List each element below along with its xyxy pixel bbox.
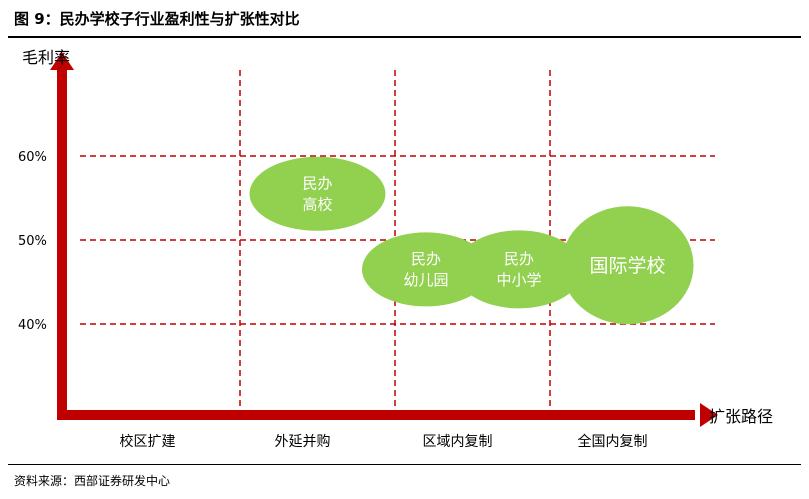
chart-title: 图 9：民办学校子行业盈利性与扩张性对比 <box>14 10 300 28</box>
bubble-label: 国际学校 <box>589 255 665 277</box>
title-divider <box>8 36 801 38</box>
bubble-label: 民办 <box>302 175 332 193</box>
y-tick-label: 40% <box>18 318 47 333</box>
y-tick-labels: 60% 50% 40% <box>18 150 47 333</box>
y-axis-arrow <box>50 52 74 70</box>
bubble <box>561 206 694 325</box>
y-axis-label: 毛利率 <box>22 48 70 67</box>
x-tick-label: 校区扩建 <box>120 433 176 450</box>
x-tick-label: 全国内复制 <box>578 433 648 450</box>
x-tick-label: 外延并购 <box>275 434 331 450</box>
y-tick-label: 50% <box>18 234 47 249</box>
bubble-label: 民办 <box>504 250 534 268</box>
bubble-label: 民办 <box>411 250 441 268</box>
x-tick-label: 区域内复制 <box>423 433 493 450</box>
x-axis-label: 扩张路径 <box>709 407 773 426</box>
x-axis-arrow <box>700 403 718 427</box>
bubble <box>249 156 386 231</box>
axes <box>50 52 718 427</box>
source-note: 资料来源：西部证券研发中心 <box>14 474 171 488</box>
bubble <box>455 230 583 309</box>
bubble-label: 高校 <box>302 196 332 214</box>
bubble-label: 中小学 <box>496 271 541 289</box>
x-tick-labels: 校区扩建 外延并购 区域内复制 全国内复制 <box>120 433 648 450</box>
bubble-label: 幼儿园 <box>403 271 448 289</box>
footer-divider <box>8 464 801 465</box>
bubble <box>362 232 490 307</box>
x-axis-line <box>57 410 695 420</box>
y-axis-line <box>57 66 67 420</box>
y-tick-label: 60% <box>18 150 47 165</box>
